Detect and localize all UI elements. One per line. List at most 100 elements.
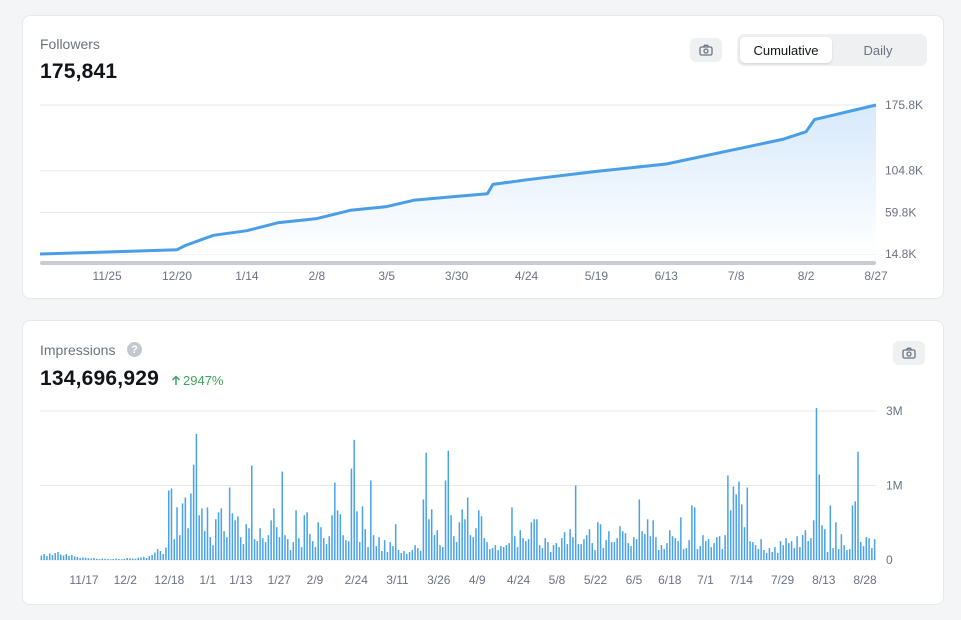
impressions-bar (195, 433, 198, 560)
impressions-x-tick-label: 12/18 (154, 573, 184, 587)
followers-camera-button[interactable] (690, 38, 722, 62)
impressions-bar (76, 557, 79, 560)
impressions-bar (48, 553, 51, 560)
impressions-bar (696, 549, 699, 560)
impressions-bar (699, 546, 701, 560)
impressions-bar (57, 552, 59, 560)
impressions-bar (73, 556, 76, 560)
impressions-bar (112, 559, 115, 560)
impressions-bar (71, 555, 73, 560)
impressions-bar (206, 507, 209, 560)
impressions-bar (198, 515, 200, 560)
impressions-bar (140, 557, 142, 560)
impressions-bar (267, 535, 270, 560)
impressions-bar (46, 556, 48, 560)
impressions-bar (621, 531, 624, 560)
impressions-bar (480, 516, 483, 560)
arrow-up-icon (171, 375, 181, 385)
impressions-bar (865, 537, 868, 560)
toggle-daily[interactable]: Daily (863, 42, 893, 58)
followers-x-tick-label: 8/2 (798, 269, 815, 283)
impressions-bar (98, 559, 101, 560)
impressions-x-tick-label: 3/26 (427, 573, 451, 587)
impressions-bar (82, 557, 84, 560)
impressions-bar (403, 551, 405, 560)
impressions-bar (381, 551, 383, 560)
impressions-bar (541, 548, 544, 560)
impressions-bar (447, 450, 450, 560)
impressions-bar (118, 559, 120, 560)
impressions-bar (439, 545, 441, 560)
impressions-bar (220, 508, 223, 560)
impressions-bar (458, 522, 461, 560)
impressions-bar (591, 543, 594, 560)
impressions-bar (572, 537, 574, 560)
impressions-bar (641, 531, 643, 560)
impressions-bar (411, 550, 414, 560)
impressions-bar (566, 544, 569, 560)
impressions-bar (721, 549, 724, 560)
impressions-bar (170, 488, 173, 560)
impressions-x-tick-label: 8/28 (853, 573, 877, 587)
impressions-value: 134,696,929 (40, 367, 159, 390)
impressions-bar (212, 545, 214, 560)
impressions-x-tick-label: 1/1 (199, 573, 216, 587)
impressions-bar (763, 550, 765, 560)
impressions-bar (325, 544, 328, 560)
impressions-bar (320, 527, 322, 560)
impressions-bar (588, 529, 591, 560)
impressions-bar (840, 534, 843, 560)
impressions-bar (275, 527, 278, 560)
followers-y-tick-label: 104.8K (885, 164, 923, 178)
impressions-bar (585, 535, 588, 560)
impressions-bar (314, 547, 317, 560)
impressions-bar (610, 542, 613, 560)
impressions-bar (552, 545, 555, 560)
impressions-bar (549, 552, 552, 560)
toggle-cumulative[interactable]: Cumulative (740, 37, 832, 63)
impressions-bar (242, 544, 245, 560)
impressions-bar (383, 540, 386, 560)
impressions-bar (768, 548, 771, 560)
impressions-bar (563, 532, 566, 560)
impressions-bar (259, 528, 261, 560)
impressions-camera-button[interactable] (893, 341, 925, 365)
impressions-bar (533, 519, 535, 560)
impressions-x-tick-label: 4/24 (507, 573, 531, 587)
question-icon[interactable]: ? (127, 342, 142, 357)
impressions-bar (580, 544, 582, 560)
impressions-x-tick-label: 11/17 (69, 573, 98, 587)
impressions-bar (303, 515, 306, 560)
impressions-bar (209, 537, 211, 560)
impressions-bar (760, 539, 762, 560)
impressions-bar (51, 555, 54, 560)
impressions-bar (245, 524, 247, 560)
impressions-bar (846, 550, 848, 560)
impressions-bar (107, 559, 109, 560)
impressions-bar (444, 480, 447, 560)
impressions-bar (184, 497, 187, 560)
impressions-bar (162, 554, 164, 560)
impressions-card: Impressions ? 134,696,929 2947% 3M 1M 0 11/… (22, 320, 944, 605)
impressions-bar (602, 548, 605, 560)
impressions-bar (835, 522, 837, 560)
impressions-bar (386, 552, 389, 560)
followers-y-tick-label: 175.8K (885, 98, 923, 112)
impressions-bar (644, 534, 646, 560)
followers-x-tick-label: 3/30 (445, 269, 469, 283)
impressions-bar (691, 505, 693, 560)
impressions-bar (68, 556, 70, 560)
impressions-bar (757, 549, 760, 560)
impressions-bar (400, 553, 403, 560)
impressions-bar (361, 506, 364, 560)
impressions-bar (788, 543, 790, 560)
impressions-bar (436, 530, 438, 560)
impressions-bar (810, 538, 812, 560)
impressions-bar (710, 547, 713, 560)
impressions-bar (65, 554, 68, 560)
impressions-bar (422, 499, 425, 560)
impressions-bar (464, 519, 466, 560)
impressions-bar (309, 534, 311, 560)
followers-y-tick-label: 59.8K (885, 205, 916, 219)
impressions-bar (574, 485, 577, 560)
